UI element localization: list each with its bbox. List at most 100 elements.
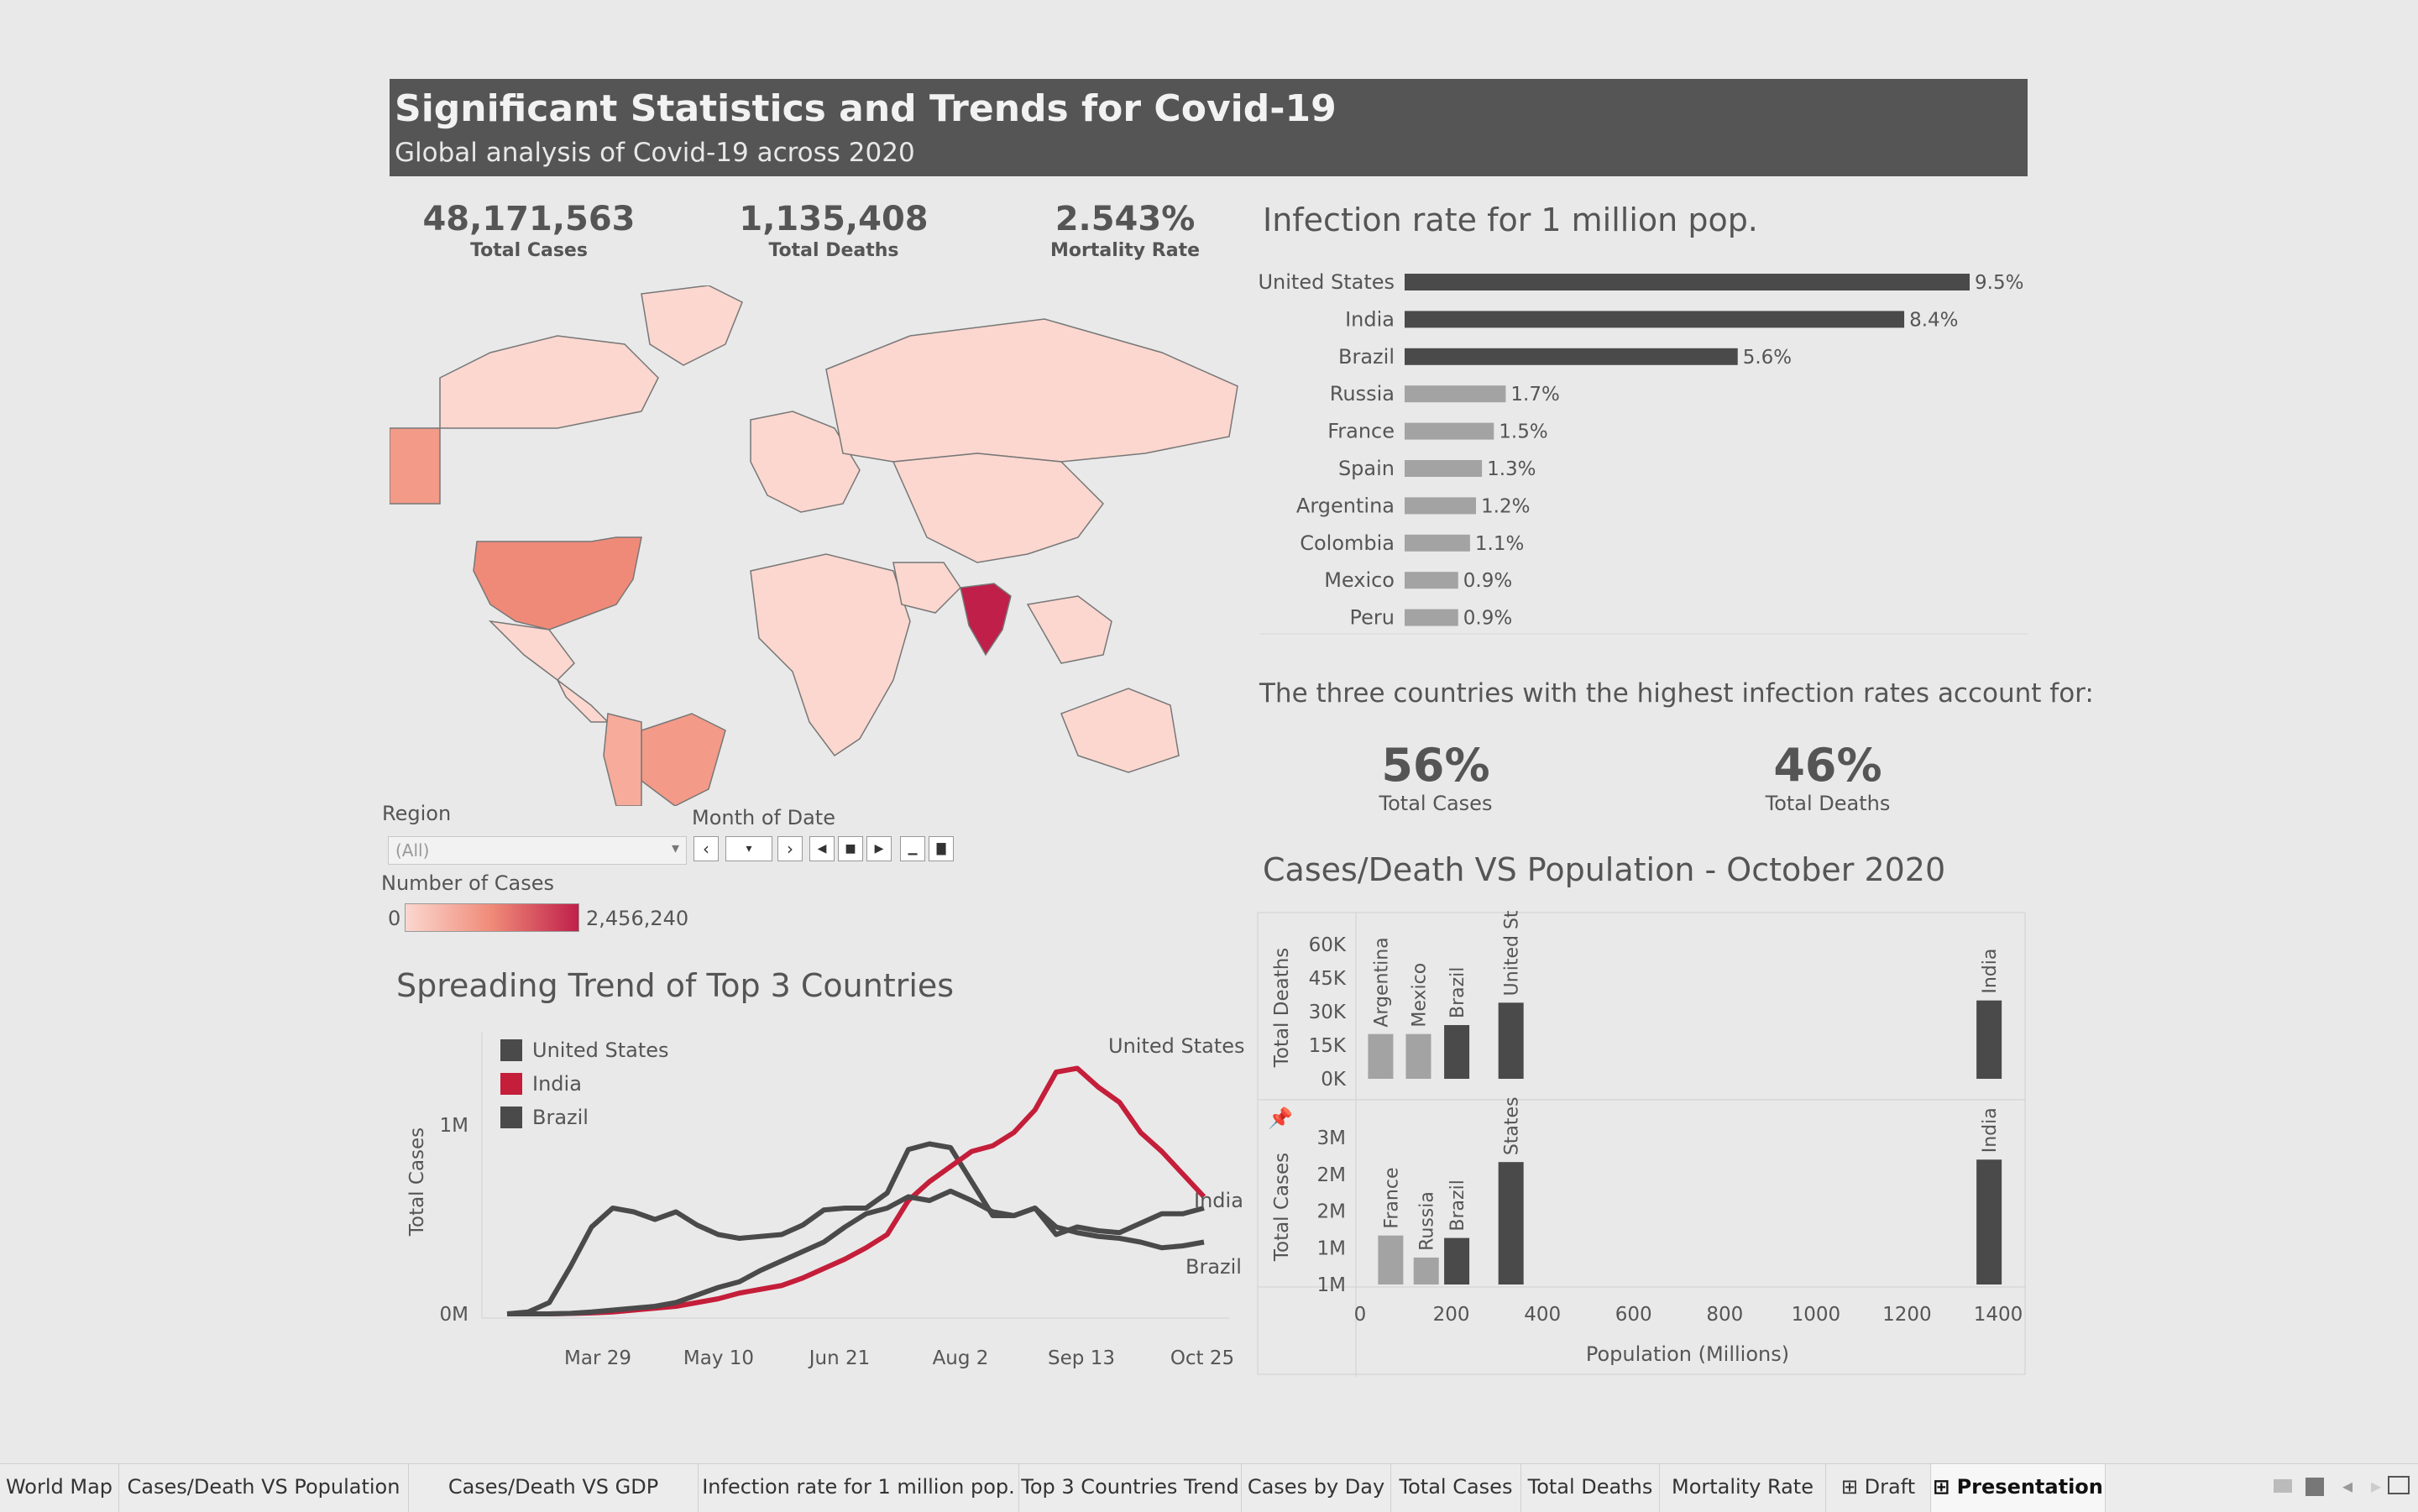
infection-rate-title: Infection rate for 1 million pop. [1263, 201, 1758, 238]
line-end-label: Brazil [1185, 1255, 1242, 1279]
sheet-tab[interactable]: World Map [0, 1464, 119, 1512]
map-southeast-asia [1026, 595, 1112, 664]
bar-country-label: Russia [1417, 1191, 1438, 1251]
next-sheet-icon[interactable]: ▸ [2370, 1474, 2381, 1498]
population-chart-title: Cases/Death VS Population - October 2020 [1263, 851, 1946, 888]
sheet-tab[interactable]: Top 3 Countries Trend [1019, 1464, 1242, 1512]
deaths-bar[interactable] [1498, 1002, 1524, 1079]
bar-value-label: 5.6% [1743, 347, 1792, 369]
play-forward-icon[interactable]: ▶ [866, 836, 892, 861]
legend-swatch [500, 1039, 522, 1061]
bar-country-label: United States [1502, 911, 1523, 996]
infection-bar[interactable] [1405, 460, 1483, 477]
y-tick-label: 15K [1309, 1035, 1347, 1057]
infection-bar[interactable] [1405, 572, 1458, 589]
bar-category-label: Mexico [1324, 568, 1395, 592]
filmstrip-icon[interactable] [2305, 1478, 2324, 1496]
speed-slow-icon[interactable]: ▁ [900, 836, 925, 861]
sheet-tab[interactable]: ⊞ Presentation [1931, 1464, 2106, 1512]
bar-country-label: Mexico [1409, 963, 1430, 1028]
sheet-tab[interactable]: Total Deaths [1521, 1464, 1660, 1512]
y-tick-label: 30K [1309, 1002, 1347, 1023]
map-middle-east [892, 562, 961, 614]
sheet-tab[interactable]: Total Cases [1391, 1464, 1521, 1512]
map-legend-title: Number of Cases [381, 871, 555, 895]
legend-label: Brazil [532, 1106, 589, 1129]
kpi-label: Mortality Rate [1049, 240, 1201, 261]
infection-bar[interactable] [1405, 274, 1970, 290]
infection-bar[interactable] [1405, 497, 1477, 515]
deaths-bar[interactable] [1368, 1033, 1394, 1079]
presentation-mode-icon[interactable] [2388, 1476, 2410, 1494]
deaths-bar[interactable] [1976, 1000, 2002, 1079]
deaths-bar[interactable] [1405, 1033, 1431, 1079]
sheet-tab-label: Cases/Death VS Population [127, 1475, 400, 1499]
sheet-tab[interactable]: Mortality Rate [1660, 1464, 1826, 1512]
region-dropdown[interactable]: (All) ▾ [388, 836, 687, 865]
sheet-tab[interactable]: Cases/Death VS GDP [409, 1464, 699, 1512]
map-canada [439, 335, 659, 429]
y-tick-label: 0M [440, 1304, 468, 1326]
pin-icon[interactable]: 📌 [1268, 1106, 1293, 1130]
region-filter-label: Region [382, 802, 452, 825]
cases-bar[interactable] [1498, 1162, 1524, 1284]
x-tick-label: 1200 [1882, 1304, 1932, 1326]
deaths-bar[interactable] [1444, 1025, 1470, 1079]
cases-bar[interactable] [1413, 1257, 1439, 1284]
map-russia [825, 318, 1238, 463]
trend-line[interactable] [507, 1188, 1205, 1316]
sheet-tab[interactable]: Infection rate for 1 million pop. [699, 1464, 1019, 1512]
line-end-label: United States [1108, 1034, 1245, 1058]
sheet-tab[interactable]: Cases/Death VS Population [119, 1464, 409, 1512]
legend-swatch [500, 1107, 522, 1128]
infection-bar[interactable] [1405, 534, 1470, 552]
x-tick-label: Mar 29 [564, 1347, 631, 1369]
sheet-tab-label: World Map [5, 1475, 113, 1499]
cases-bar[interactable] [1378, 1235, 1404, 1284]
y-tick-label: 1M [1317, 1237, 1346, 1259]
sheet-tab-label: Top 3 Countries Trend [1021, 1475, 1239, 1499]
prev-sheet-icon[interactable]: ◂ [2342, 1474, 2353, 1498]
next-arrow-icon[interactable]: › [777, 836, 803, 861]
stop-icon[interactable]: ■ [838, 836, 863, 861]
sheet-tab[interactable]: Cases by Day [1242, 1464, 1391, 1512]
x-axis-title: Population (Millions) [1586, 1342, 1789, 1366]
bar-value-label: 0.9% [1463, 608, 1512, 630]
previous-arrow-icon[interactable]: ‹ [693, 836, 719, 861]
top3-statement: The three countries with the highest inf… [1259, 678, 2094, 709]
cases-bar[interactable] [1444, 1237, 1470, 1284]
map-india [960, 583, 1012, 657]
bar-category-label: United States [1258, 270, 1395, 294]
infection-bar[interactable] [1405, 348, 1738, 365]
legend-label: United States [532, 1039, 669, 1062]
bar-category-label: Peru [1350, 606, 1395, 630]
map-africa [750, 553, 911, 757]
map-alaska [390, 427, 441, 505]
infection-bar[interactable] [1405, 609, 1458, 626]
grid-view-icon[interactable] [2274, 1479, 2292, 1493]
kpi-value: 2.543% [1055, 200, 1196, 238]
bar-country-label: Brazil [1447, 1180, 1468, 1231]
grid-icon: ⊞ [1840, 1475, 1865, 1499]
trend-line[interactable] [507, 1065, 1206, 1316]
y-tick-label: 0K [1321, 1069, 1347, 1091]
trend-line[interactable] [506, 1141, 1205, 1316]
region-dropdown-value: (All) [395, 840, 430, 861]
month-dropdown[interactable]: ▾ [725, 836, 772, 861]
world-map[interactable] [390, 285, 1241, 806]
infection-bar[interactable] [1405, 422, 1494, 440]
cases-bar[interactable] [1976, 1159, 2002, 1284]
y-tick-label: 60K [1309, 934, 1347, 956]
infection-bar[interactable] [1405, 385, 1506, 403]
x-tick-label: 1400 [1974, 1304, 2023, 1326]
y-axis-title: Total Cases [406, 1127, 428, 1237]
kpi-total-deaths: 1,135,408 Total Deaths [708, 200, 960, 261]
play-backward-icon[interactable]: ◀ [809, 836, 835, 861]
x-tick-label: Sep 13 [1048, 1347, 1115, 1369]
infection-bar[interactable] [1405, 311, 1905, 328]
month-filter-label: Month of Date [692, 806, 835, 829]
dashboard-header: Significant Statistics and Trends for Co… [390, 79, 2028, 176]
sheet-tab[interactable]: ⊞ Draft [1826, 1464, 1931, 1512]
map-greenland [641, 285, 743, 366]
speed-fast-icon[interactable]: ▇ [929, 836, 954, 861]
